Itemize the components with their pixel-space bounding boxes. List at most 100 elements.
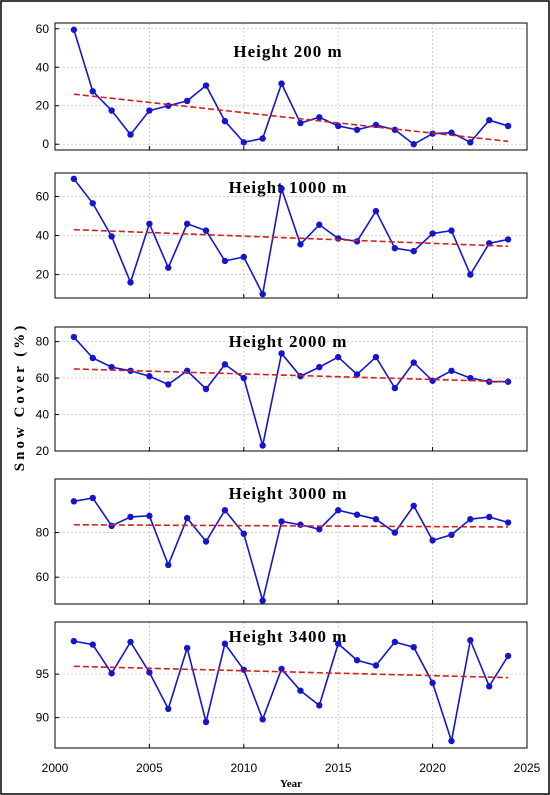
data-point [70,637,78,645]
data-point [108,233,115,240]
data-point [221,361,229,368]
data-point [221,507,229,514]
data-point [89,641,96,648]
data-point [202,538,210,545]
y-tick-label: 95 [36,667,50,681]
data-point [146,669,153,676]
chart-panel: 20 40 60 Height 1000 m [36,172,528,299]
data-point [70,498,78,505]
data-point [429,537,436,544]
data-point [391,638,399,646]
data-point [165,264,172,271]
data-point [240,253,247,261]
data-point [221,257,229,265]
y-tick-label: 40 [36,229,50,243]
data-point [410,359,417,366]
data-point [240,374,247,382]
data-point [504,122,512,130]
data-point [486,683,493,690]
data-point [165,705,172,713]
chart-panel: 0 20 40 60 Height 200 m [36,22,528,151]
data-point [240,530,247,537]
data-point [504,519,512,526]
data-point [183,220,191,227]
data-point [108,107,115,114]
data-point [504,236,512,243]
y-axis-title: Snow Cover (%) [12,323,28,471]
data-point [372,353,380,361]
panel-title: Height 3000 m [229,484,348,503]
data-point [353,657,361,664]
data-point [259,135,266,142]
data-point [127,513,134,521]
data-point [278,80,285,87]
data-point [183,514,191,522]
data-point [278,518,285,525]
data-point [316,526,323,533]
data-point [297,241,304,248]
trend-line [73,368,509,383]
data-point [448,531,455,539]
data-point [278,185,285,192]
x-tick-label: 2000 [42,761,69,775]
data-point [467,637,474,644]
data-point [70,175,78,183]
data-point [486,116,493,124]
data-point [70,26,78,33]
data-point [240,666,247,673]
panel-title: Height 3400 m [229,627,348,646]
data-point [146,107,153,114]
y-tick-label: 40 [36,60,50,74]
data-point [372,515,380,523]
data-point [127,279,134,286]
data-point [183,97,191,105]
data-point [335,235,342,242]
data-point [202,82,210,89]
data-point [335,640,342,647]
data-point [410,502,417,509]
data-point [372,662,380,669]
data-point [146,512,153,520]
data-point [108,522,115,530]
x-tick-label: 2010 [230,761,257,775]
data-point [335,507,342,514]
data-point [70,333,78,341]
data-point [391,384,399,392]
x-tick-labels: 2000 2005 2010 2015 2020 2025 [42,761,541,775]
trend-line [73,228,509,248]
data-point [183,644,191,652]
x-tick-label: 2015 [325,761,352,775]
data-point [108,670,115,677]
data-point [89,354,96,362]
trend-line [73,665,509,679]
y-tick-label: 60 [36,570,50,584]
x-tick-label: 2025 [514,761,541,775]
data-point [146,373,153,380]
data-point [429,377,436,384]
y-tick-label: 60 [36,189,50,203]
data-point [89,494,96,502]
y-tick-label: 80 [36,526,50,540]
data-point [410,141,417,148]
data-point [259,442,266,449]
plot-area [54,22,528,151]
data-point [297,119,304,127]
data-point [448,367,455,374]
data-point [240,139,247,146]
data-point [429,230,436,237]
y-tick-label: 60 [36,371,50,385]
data-point [410,247,417,255]
data-point [448,227,455,234]
x-axis-title: Year [280,778,302,790]
y-tick-label: 60 [36,22,50,36]
y-tick-label: 20 [36,444,50,458]
data-point [127,638,134,646]
data-point [448,737,455,745]
data-point [89,200,96,207]
data-point [278,665,285,673]
data-point [259,597,266,604]
data-point [127,131,134,138]
